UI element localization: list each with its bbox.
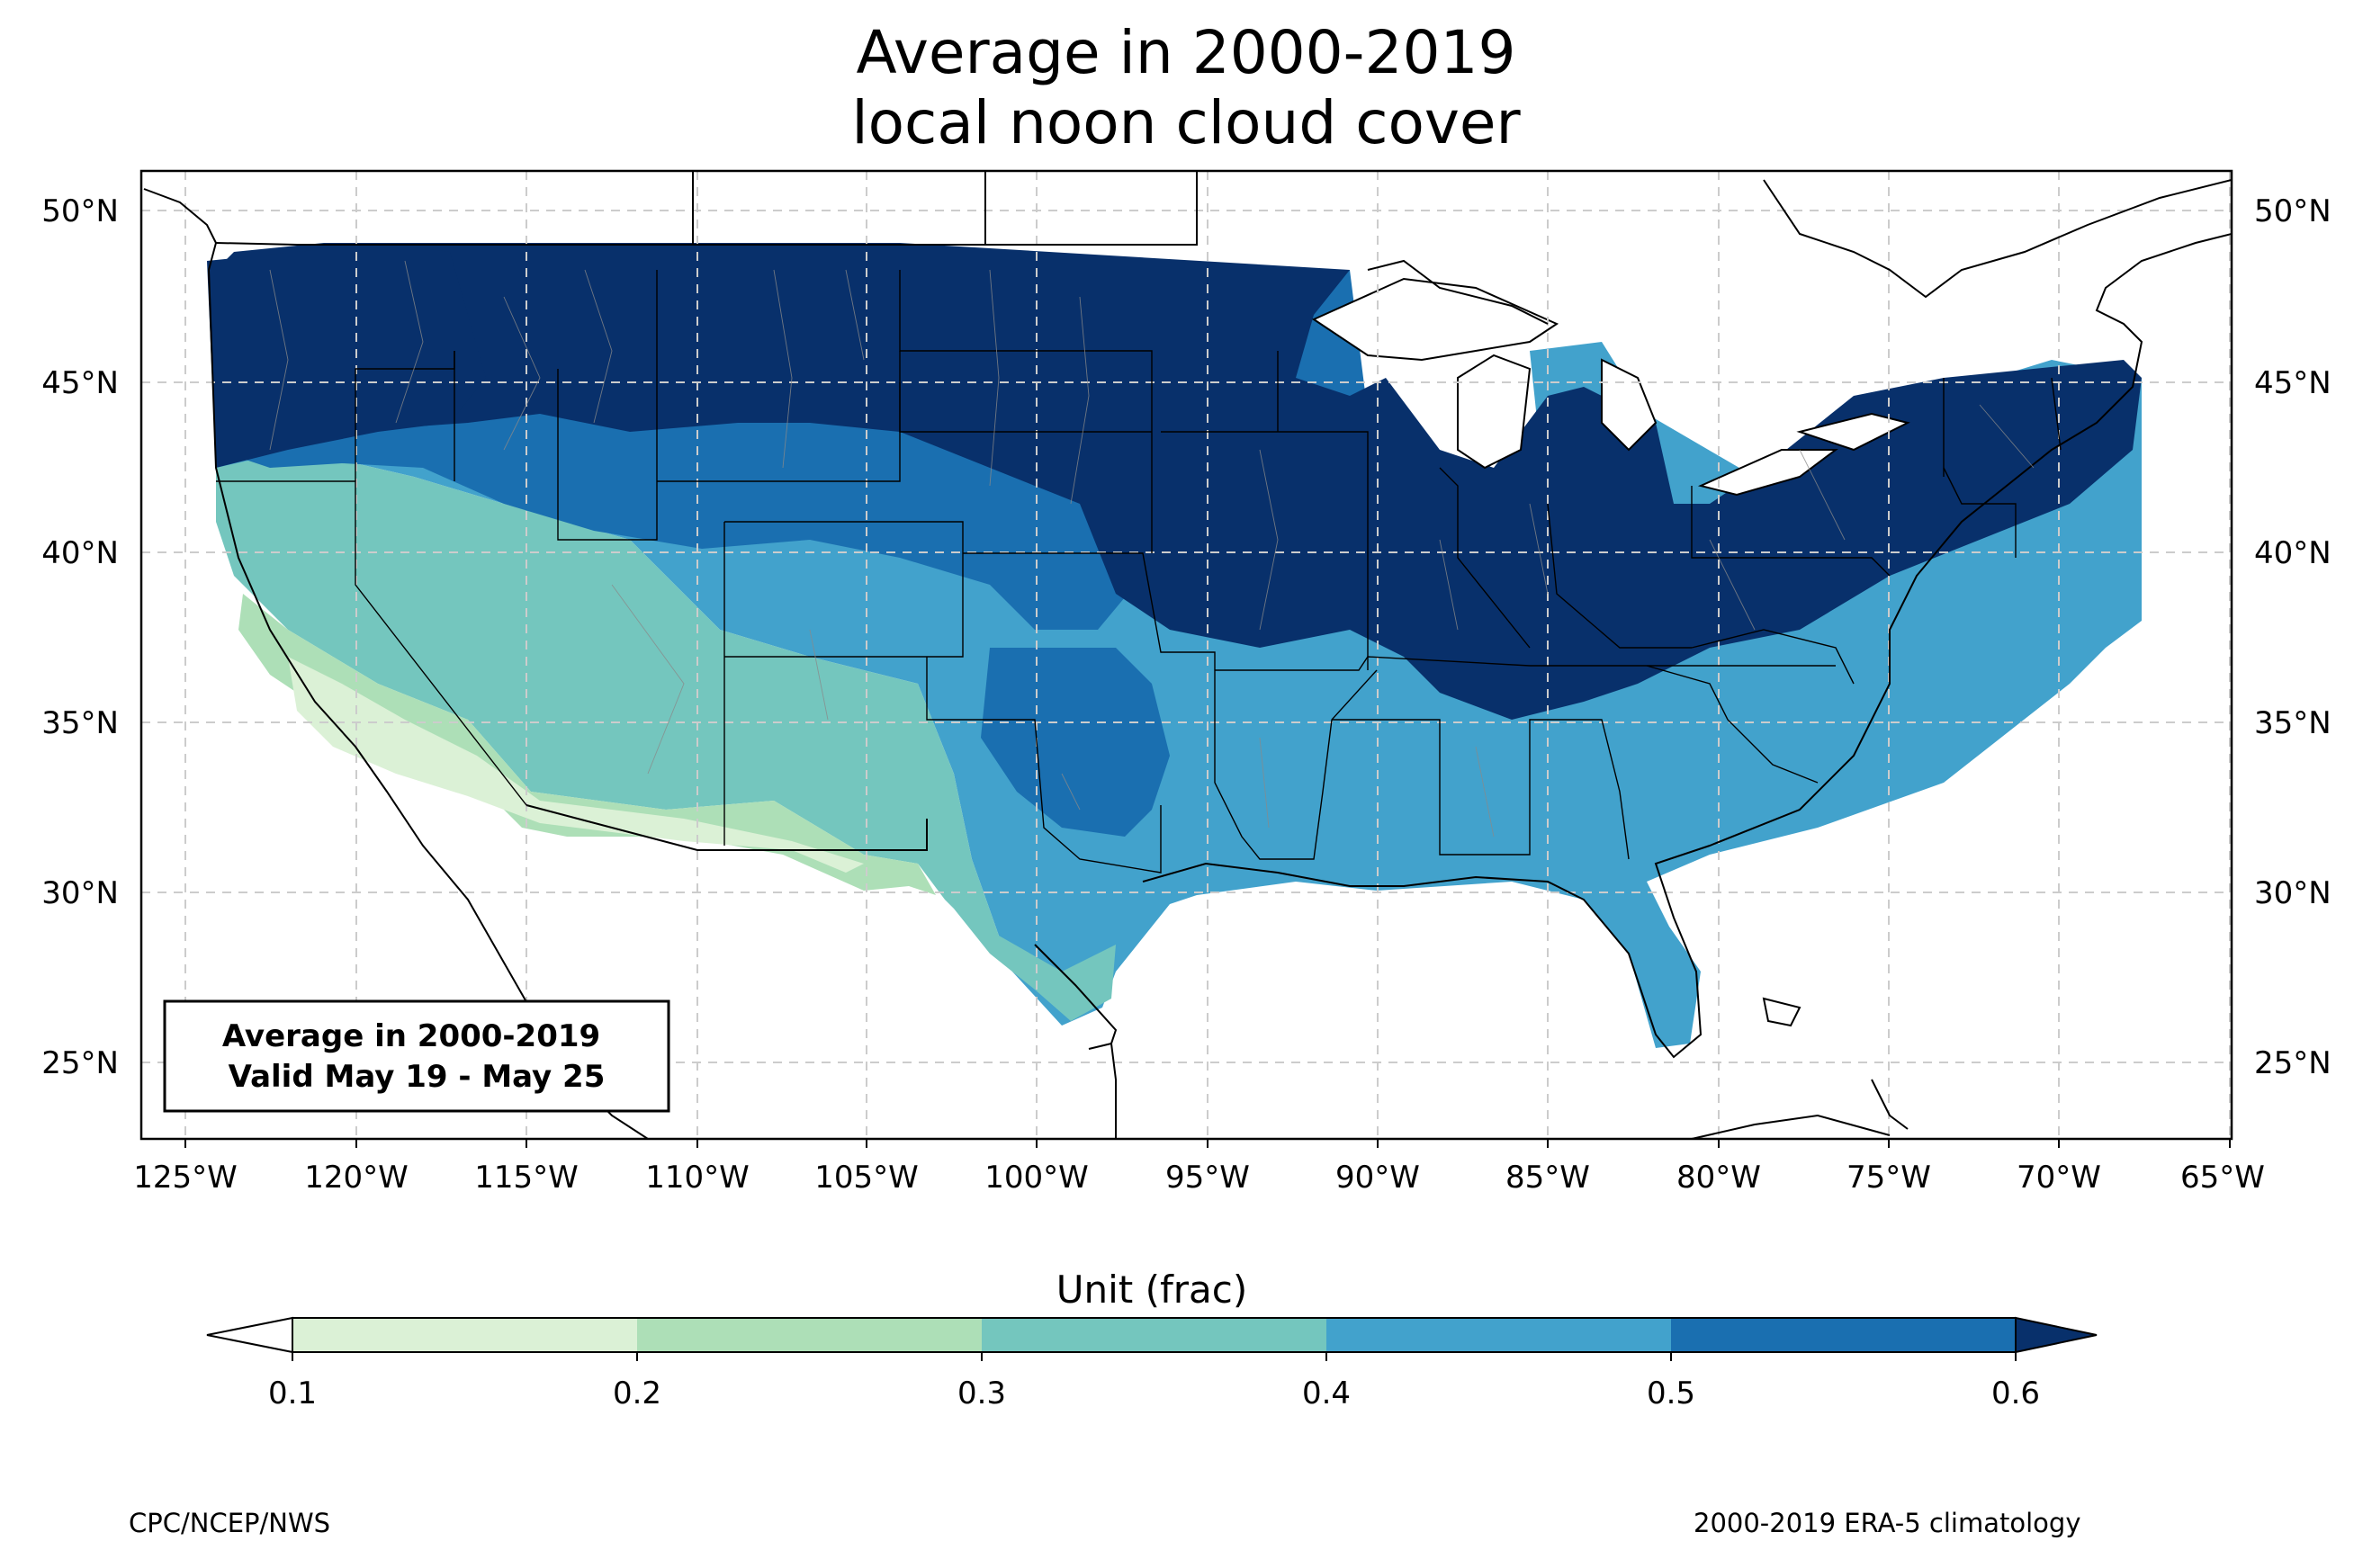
band-0.2-0.3 bbox=[238, 594, 936, 895]
colorbar-segment bbox=[637, 1318, 982, 1352]
great-lakes bbox=[1311, 277, 1910, 497]
lon-label: 125°W bbox=[133, 1160, 238, 1196]
lat-labels-right: 25°N 30°N 35°N 40°N 45°N 50°N bbox=[2254, 193, 2332, 1081]
colorbar-segment bbox=[292, 1318, 637, 1352]
lat-label: 30°N bbox=[41, 875, 119, 911]
lon-label: 75°W bbox=[1846, 1160, 1931, 1196]
lon-label: 85°W bbox=[1505, 1160, 1590, 1196]
county-lines bbox=[269, 260, 2035, 838]
colorbar-title: Unit (frac) bbox=[1056, 1268, 1248, 1312]
info-box-line2: Valid May 19 - May 25 bbox=[229, 1059, 606, 1095]
band-over-0.6-west bbox=[207, 243, 486, 468]
lon-label: 105°W bbox=[814, 1160, 919, 1196]
lat-labels-left: 25°N 30°N 35°N 40°N 45°N 50°N bbox=[41, 193, 119, 1081]
map-area bbox=[141, 171, 2232, 1139]
lat-label: 40°N bbox=[2254, 535, 2332, 571]
lat-label: 35°N bbox=[41, 705, 119, 741]
lon-label: 100°W bbox=[984, 1160, 1089, 1196]
colorbar: Unit (frac) 0.1 0.2 0.3 0.4 0.5 0.6 bbox=[206, 1268, 2098, 1411]
state-boundaries bbox=[216, 270, 2062, 874]
lat-label: 45°N bbox=[41, 365, 119, 401]
lon-labels: 125°W 120°W 115°W 110°W 105°W 100°W 95°W… bbox=[133, 1139, 2265, 1196]
lat-label: 50°N bbox=[41, 193, 119, 229]
map-title-line2: local noon cloud cover bbox=[851, 88, 1521, 157]
info-box: Average in 2000-2019 Valid May 19 - May … bbox=[163, 999, 670, 1113]
lon-label: 70°W bbox=[2017, 1160, 2101, 1196]
colorbar-segment bbox=[1326, 1318, 1671, 1352]
lon-label: 110°W bbox=[645, 1160, 750, 1196]
colorbar-segment bbox=[1671, 1318, 2016, 1352]
lon-label: 65°W bbox=[2180, 1160, 2265, 1196]
map-title-line1: Average in 2000-2019 bbox=[856, 18, 1516, 87]
band-0.3-0.4 bbox=[216, 450, 1116, 1021]
lat-label: 35°N bbox=[2254, 705, 2332, 741]
lon-label: 115°W bbox=[474, 1160, 579, 1196]
footer-source: CPC/NCEP/NWS bbox=[129, 1508, 331, 1538]
lat-label: 40°N bbox=[41, 535, 119, 571]
colorbar-tick: 0.6 bbox=[1991, 1375, 2040, 1411]
colorbar-segment bbox=[982, 1318, 1326, 1352]
lon-label: 120°W bbox=[304, 1160, 409, 1196]
band-over-0.6 bbox=[216, 243, 2142, 720]
lat-label: 25°N bbox=[2254, 1045, 2332, 1081]
map-frame bbox=[139, 169, 2233, 1141]
lon-label: 95°W bbox=[1165, 1160, 1250, 1196]
footer-climatology: 2000-2019 ERA-5 climatology bbox=[1694, 1508, 2081, 1538]
lon-label: 80°W bbox=[1676, 1160, 1761, 1196]
colorbar-under-arrow bbox=[206, 1316, 293, 1354]
lat-label: 30°N bbox=[2254, 875, 2332, 911]
colorbar-tick: 0.1 bbox=[268, 1375, 317, 1411]
colorbar-tick: 0.3 bbox=[957, 1375, 1006, 1411]
coastlines-and-borders bbox=[141, 171, 2232, 1139]
colorbar-over-arrow bbox=[2015, 1316, 2098, 1354]
info-box-line1: Average in 2000-2019 bbox=[222, 1018, 600, 1054]
colorbar-outline bbox=[292, 1317, 2017, 1353]
lat-label: 45°N bbox=[2254, 365, 2332, 401]
lon-label: 90°W bbox=[1335, 1160, 1420, 1196]
colorbar-tick: 0.5 bbox=[1647, 1375, 1695, 1411]
colorbar-tick: 0.4 bbox=[1302, 1375, 1351, 1411]
colorbar-tick: 0.2 bbox=[613, 1375, 661, 1411]
lat-label: 50°N bbox=[2254, 193, 2332, 229]
lat-label: 25°N bbox=[41, 1045, 119, 1081]
